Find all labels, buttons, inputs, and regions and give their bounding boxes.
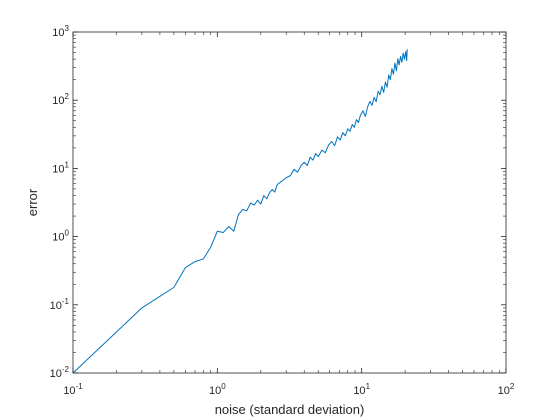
x-tick-label-base: 10 bbox=[209, 385, 221, 397]
x-tick-label: 100 bbox=[209, 382, 226, 397]
y-tick-label-base: 10 bbox=[52, 95, 64, 107]
x-tick-label: 102 bbox=[498, 382, 515, 397]
y-tick-label-base: 10 bbox=[50, 300, 62, 312]
x-tick-label-exponent: -1 bbox=[76, 382, 84, 391]
series-line-0 bbox=[72, 49, 408, 374]
y-tick-label: 10-1 bbox=[50, 297, 70, 312]
x-axis-title: noise (standard deviation) bbox=[215, 402, 365, 417]
x-tick-label-exponent: 1 bbox=[366, 382, 371, 391]
x-tick-label: 101 bbox=[353, 382, 370, 397]
y-tick-label-base: 10 bbox=[52, 27, 64, 39]
x-tick-label-exponent: 2 bbox=[510, 382, 515, 391]
axes-box bbox=[72, 31, 507, 374]
y-tick-label-base: 10 bbox=[52, 232, 64, 244]
y-tick-label-exponent: 0 bbox=[65, 229, 70, 238]
y-tick-label-exponent: 3 bbox=[65, 24, 70, 33]
y-tick-label-exponent: 2 bbox=[65, 92, 70, 101]
ticks-layer bbox=[72, 31, 507, 374]
y-tick-label: 101 bbox=[52, 160, 69, 175]
x-tick-label: 10-1 bbox=[63, 382, 83, 397]
y-tick-label-base: 10 bbox=[52, 163, 64, 175]
y-tick-label: 102 bbox=[52, 92, 69, 107]
y-tick-label-exponent: -2 bbox=[62, 365, 70, 374]
y-tick-label-exponent: -1 bbox=[62, 297, 70, 306]
x-tick-label-base: 10 bbox=[353, 385, 365, 397]
x-tick-label-exponent: 0 bbox=[221, 382, 226, 391]
series-layer bbox=[72, 49, 408, 374]
y-tick-label: 100 bbox=[52, 229, 69, 244]
x-tick-label-base: 10 bbox=[498, 385, 510, 397]
y-tick-label-exponent: 1 bbox=[65, 160, 70, 169]
y-axis-title: error bbox=[25, 188, 40, 216]
y-tick-label: 103 bbox=[52, 24, 69, 39]
y-tick-label-base: 10 bbox=[50, 368, 62, 380]
x-tick-label-base: 10 bbox=[63, 385, 75, 397]
plot-area bbox=[73, 32, 506, 373]
y-tick-label: 10-2 bbox=[50, 365, 70, 380]
